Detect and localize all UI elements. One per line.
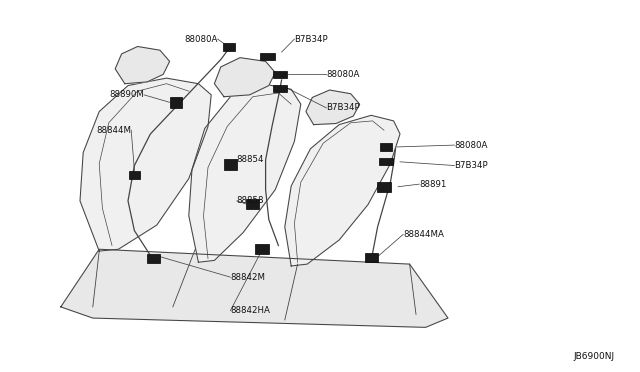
Text: 88844MA: 88844MA (403, 230, 444, 239)
Bar (223, 43, 235, 51)
Bar (260, 53, 275, 60)
Bar (129, 171, 140, 179)
Text: 88842HA: 88842HA (230, 306, 270, 315)
Bar (377, 182, 391, 192)
Text: 88891: 88891 (419, 180, 447, 189)
Polygon shape (306, 90, 360, 125)
Bar (380, 143, 392, 151)
Text: 88080A: 88080A (326, 70, 360, 79)
Bar (379, 158, 393, 165)
Bar (170, 97, 182, 108)
Bar (224, 159, 237, 170)
Bar (273, 71, 287, 78)
Bar (273, 85, 287, 92)
Text: 88842M: 88842M (230, 273, 266, 282)
Text: 88080A: 88080A (454, 141, 488, 150)
Bar (246, 199, 259, 209)
Bar (255, 244, 269, 254)
Bar (147, 254, 160, 263)
Text: JB6900NJ: JB6900NJ (573, 352, 614, 361)
Text: 88844M: 88844M (96, 126, 131, 135)
Text: 88858: 88858 (237, 196, 264, 205)
Polygon shape (214, 58, 275, 97)
Polygon shape (115, 46, 170, 84)
Text: B7B34P: B7B34P (294, 35, 328, 44)
Polygon shape (285, 115, 400, 266)
Polygon shape (80, 78, 211, 251)
Polygon shape (189, 84, 301, 262)
Text: B7B34P: B7B34P (454, 161, 488, 170)
Text: B7B34P: B7B34P (326, 103, 360, 112)
Text: 88890M: 88890M (109, 90, 144, 99)
Polygon shape (61, 249, 448, 327)
Text: 88080A: 88080A (184, 35, 218, 44)
Bar (365, 253, 378, 262)
Text: 88854: 88854 (237, 155, 264, 164)
